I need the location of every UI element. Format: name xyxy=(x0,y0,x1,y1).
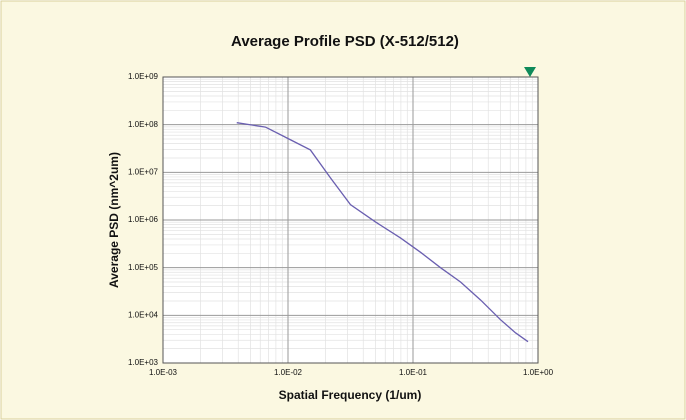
y-tick-label: 1.0E+08 xyxy=(128,120,159,129)
y-tick-label: 1.0E+06 xyxy=(128,215,159,224)
y-axis-label: Average PSD (nm^2um) xyxy=(107,152,121,288)
y-tick-label: 1.0E+09 xyxy=(128,72,159,81)
cursor-marker xyxy=(524,67,536,77)
x-tick-label: 1.0E-02 xyxy=(274,368,303,377)
x-axis-label: Spatial Frequency (1/um) xyxy=(279,388,422,402)
y-tick-label: 1.0E+07 xyxy=(128,167,159,176)
y-tick-label: 1.0E+05 xyxy=(128,263,159,272)
x-tick-label: 1.0E+00 xyxy=(523,368,554,377)
y-tick-label: 1.0E+04 xyxy=(128,310,159,319)
data-line xyxy=(236,122,529,343)
y-tick-label: 1.0E+03 xyxy=(128,358,159,367)
x-tick-label: 1.0E-03 xyxy=(149,368,178,377)
plot-border xyxy=(162,76,539,364)
x-tick-label: 1.0E-01 xyxy=(399,368,428,377)
chart-title: Average Profile PSD (X-512/512) xyxy=(231,33,459,50)
